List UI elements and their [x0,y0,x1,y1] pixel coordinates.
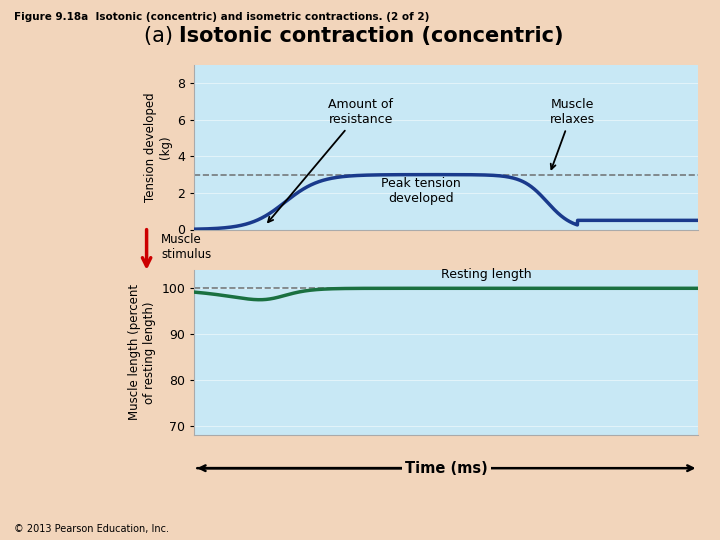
Text: Muscle
relaxes: Muscle relaxes [550,98,595,169]
Text: Isotonic contraction (concentric): Isotonic contraction (concentric) [179,26,564,46]
Text: Amount of
resistance: Amount of resistance [268,98,393,222]
Text: Muscle
stimulus: Muscle stimulus [161,233,212,261]
Text: Peak tension
developed: Peak tension developed [382,177,461,205]
Text: Resting length: Resting length [441,268,532,281]
Text: (a): (a) [144,26,179,46]
Text: Figure 9.18a  Isotonic (concentric) and isometric contractions. (2 of 2): Figure 9.18a Isotonic (concentric) and i… [14,12,430,22]
Y-axis label: Tension developed
(kg): Tension developed (kg) [144,92,172,202]
Text: © 2013 Pearson Education, Inc.: © 2013 Pearson Education, Inc. [14,523,169,534]
Y-axis label: Muscle length (percent
of resting length): Muscle length (percent of resting length… [128,284,156,421]
Text: Time (ms): Time (ms) [405,461,487,476]
